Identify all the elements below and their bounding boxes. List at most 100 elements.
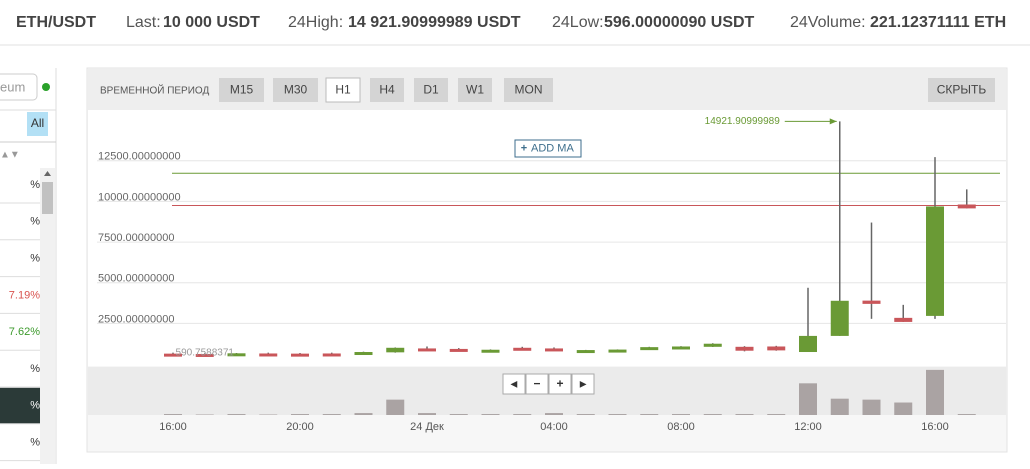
candle-body <box>291 354 309 357</box>
candle-body <box>513 348 531 351</box>
row-value[interactable]: % <box>30 179 40 191</box>
add-ma-icon: + <box>521 142 527 154</box>
candle-body <box>545 348 563 351</box>
volume-bar <box>799 383 817 415</box>
volume-bar <box>323 414 341 415</box>
candle-body <box>323 353 341 356</box>
volume-bar <box>513 414 531 415</box>
volume-bar <box>672 414 690 415</box>
volume-bar <box>640 414 658 415</box>
candle-body <box>799 336 817 352</box>
add-ma-text: ADD MA <box>531 142 574 154</box>
candle-body <box>894 318 912 322</box>
period-text: M30 <box>284 83 308 97</box>
candle-body <box>418 348 436 351</box>
min-label: 590.7588371 <box>176 347 235 358</box>
candle-body <box>640 347 658 350</box>
candle-body <box>736 347 754 351</box>
volume-bar <box>736 414 754 415</box>
period-text: W1 <box>466 83 484 97</box>
y-tick-label: 7500.00000000 <box>98 232 174 244</box>
sort-icon[interactable]: ▲▼ <box>0 150 20 161</box>
label: 24High: <box>288 14 343 31</box>
row-value[interactable]: % <box>30 437 40 449</box>
volume-bar <box>482 414 500 415</box>
volume-bar <box>894 403 912 415</box>
volume-bar <box>228 414 246 415</box>
max-label: 14921.90999989 <box>705 116 781 127</box>
x-tick-label: 16:00 <box>921 421 949 433</box>
nav-icon: + <box>556 377 563 391</box>
volume-bar <box>831 399 849 415</box>
period-text: D1 <box>423 83 439 97</box>
candle-body <box>863 301 881 304</box>
y-tick-label: 2500.00000000 <box>98 313 174 325</box>
nav-icon: − <box>533 377 540 391</box>
pair: ETH/USDT <box>16 14 96 31</box>
scrollbar-thumb[interactable] <box>42 182 53 214</box>
value: 596.00000090 USDT <box>604 14 755 31</box>
candle-body <box>386 348 404 353</box>
row-value[interactable]: % <box>30 400 40 412</box>
period-text: M15 <box>230 83 254 97</box>
x-tick-label: 20:00 <box>286 421 314 433</box>
filter-text: All <box>31 116 44 130</box>
y-tick-label: 5000.00000000 <box>98 273 174 285</box>
volume-bar <box>926 370 944 415</box>
volume-bar <box>355 413 373 415</box>
value: 14 921.90999989 USDT <box>348 14 521 31</box>
candle-body <box>482 350 500 353</box>
volume-bar <box>164 414 182 415</box>
row-value[interactable]: % <box>30 363 40 375</box>
candle-body <box>767 346 785 350</box>
candle-body <box>831 301 849 336</box>
hide-text: СКРЫТЬ <box>937 83 987 97</box>
volume-bar <box>418 413 436 415</box>
value: 10 000 USDT <box>163 14 260 31</box>
x-tick-label: 04:00 <box>540 421 568 433</box>
candle-body <box>609 350 627 353</box>
volume-bar <box>609 414 627 415</box>
period-text: H1 <box>335 83 351 97</box>
y-tick-label: 10000.00000000 <box>98 191 181 203</box>
volume-bar <box>577 414 595 415</box>
candle-body <box>672 346 690 349</box>
candle-body <box>355 352 373 355</box>
row-value[interactable]: 7.62% <box>9 326 40 338</box>
period-text: H4 <box>379 83 395 97</box>
candle-body <box>259 353 277 356</box>
label: 24Volume: <box>790 14 866 31</box>
row-value[interactable]: % <box>30 216 40 228</box>
search-text: eum <box>0 79 25 94</box>
nav-icon: ◂ <box>510 377 518 391</box>
volume-bar <box>450 414 468 415</box>
volume-bar <box>958 414 976 415</box>
status-dot <box>42 83 50 91</box>
period-text: MON <box>515 83 543 97</box>
y-tick-label: 12500.00000000 <box>98 151 181 163</box>
label: 24Low: <box>552 14 604 31</box>
volume-bar <box>863 400 881 415</box>
candle-body <box>450 349 468 352</box>
x-tick-label: 24 Дек <box>410 421 444 433</box>
label: Last: <box>126 14 161 31</box>
x-tick-label: 08:00 <box>667 421 695 433</box>
row-value[interactable]: % <box>30 253 40 265</box>
row-value[interactable]: 7.19% <box>9 289 40 301</box>
volume-bar <box>386 400 404 415</box>
nav-icon: ▸ <box>579 377 587 391</box>
x-tick-label: 16:00 <box>159 421 187 433</box>
volume-bar <box>545 413 563 415</box>
period-label: ВРЕМЕННОЙ ПЕРИОД <box>100 84 209 97</box>
value: 221.12371111 ETH <box>870 14 1006 31</box>
candle-body <box>958 204 976 208</box>
volume-bar <box>704 414 722 415</box>
candle-body <box>926 206 944 315</box>
volume-bar <box>291 414 309 415</box>
candle-body <box>704 344 722 347</box>
volume-bar <box>767 414 785 415</box>
x-tick-label: 12:00 <box>794 421 822 433</box>
candle-body <box>577 350 595 353</box>
